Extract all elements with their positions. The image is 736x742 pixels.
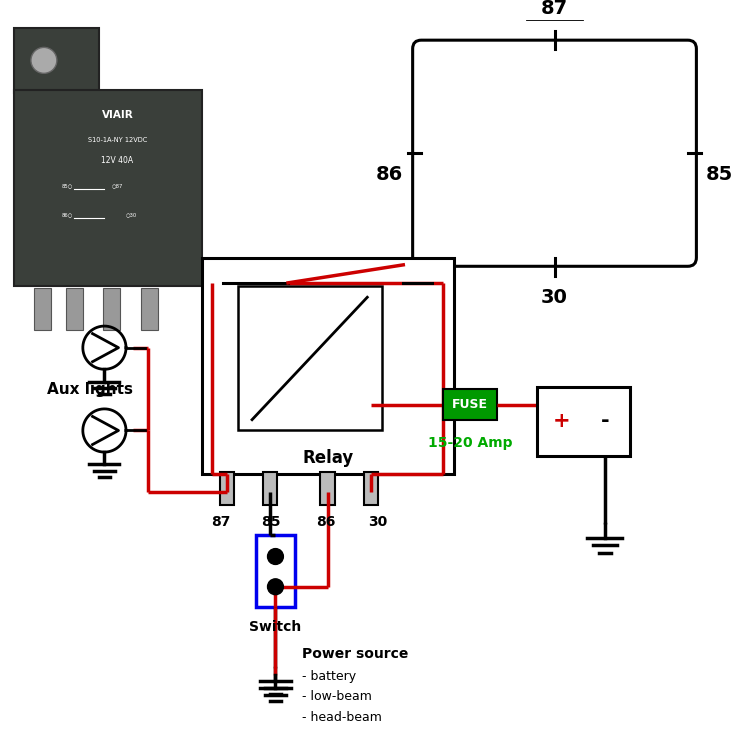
FancyBboxPatch shape [15, 90, 202, 286]
Text: 85: 85 [261, 516, 280, 530]
Text: - low-beam: - low-beam [302, 690, 372, 703]
Bar [238, 286, 382, 430]
Text: 87: 87 [541, 0, 568, 18]
Bar [219, 471, 234, 505]
Circle shape [268, 579, 283, 594]
Bar [34, 288, 51, 329]
Text: S10-1A-NY 12VDC: S10-1A-NY 12VDC [88, 137, 147, 143]
Text: 85○: 85○ [61, 183, 73, 188]
Bar [443, 390, 497, 420]
Circle shape [31, 47, 57, 73]
Text: 30: 30 [369, 516, 388, 530]
Text: Power source: Power source [302, 646, 408, 660]
Text: +: + [553, 412, 570, 432]
Text: - battery: - battery [302, 669, 356, 683]
Bar [537, 387, 630, 456]
Text: -: - [601, 412, 609, 432]
Text: 15-20 Amp: 15-20 Amp [428, 436, 512, 450]
Text: 86○: 86○ [61, 212, 73, 217]
Text: 85: 85 [706, 165, 733, 184]
Text: Relay: Relay [302, 449, 353, 467]
FancyBboxPatch shape [15, 27, 99, 93]
FancyBboxPatch shape [413, 40, 696, 266]
Bar [320, 471, 335, 505]
Text: 87: 87 [211, 516, 231, 530]
Bar [141, 288, 158, 329]
Text: 12V 40A: 12V 40A [102, 156, 133, 165]
Text: Switch: Switch [250, 620, 302, 634]
Circle shape [268, 548, 283, 565]
Text: - head-beam: - head-beam [302, 712, 382, 724]
Text: ○30: ○30 [126, 212, 138, 217]
Bar [255, 535, 295, 607]
Text: Aux lights: Aux lights [47, 381, 133, 396]
Text: 86: 86 [316, 516, 335, 530]
Bar [103, 288, 121, 329]
Text: 86: 86 [376, 165, 403, 184]
Bar [263, 471, 277, 505]
Text: ○87: ○87 [112, 183, 123, 188]
Bar [364, 471, 378, 505]
Bar [202, 257, 453, 473]
Text: 30: 30 [541, 288, 568, 306]
Text: VIAIR: VIAIR [102, 110, 133, 120]
Text: FUSE: FUSE [452, 398, 488, 411]
Bar [66, 288, 83, 329]
